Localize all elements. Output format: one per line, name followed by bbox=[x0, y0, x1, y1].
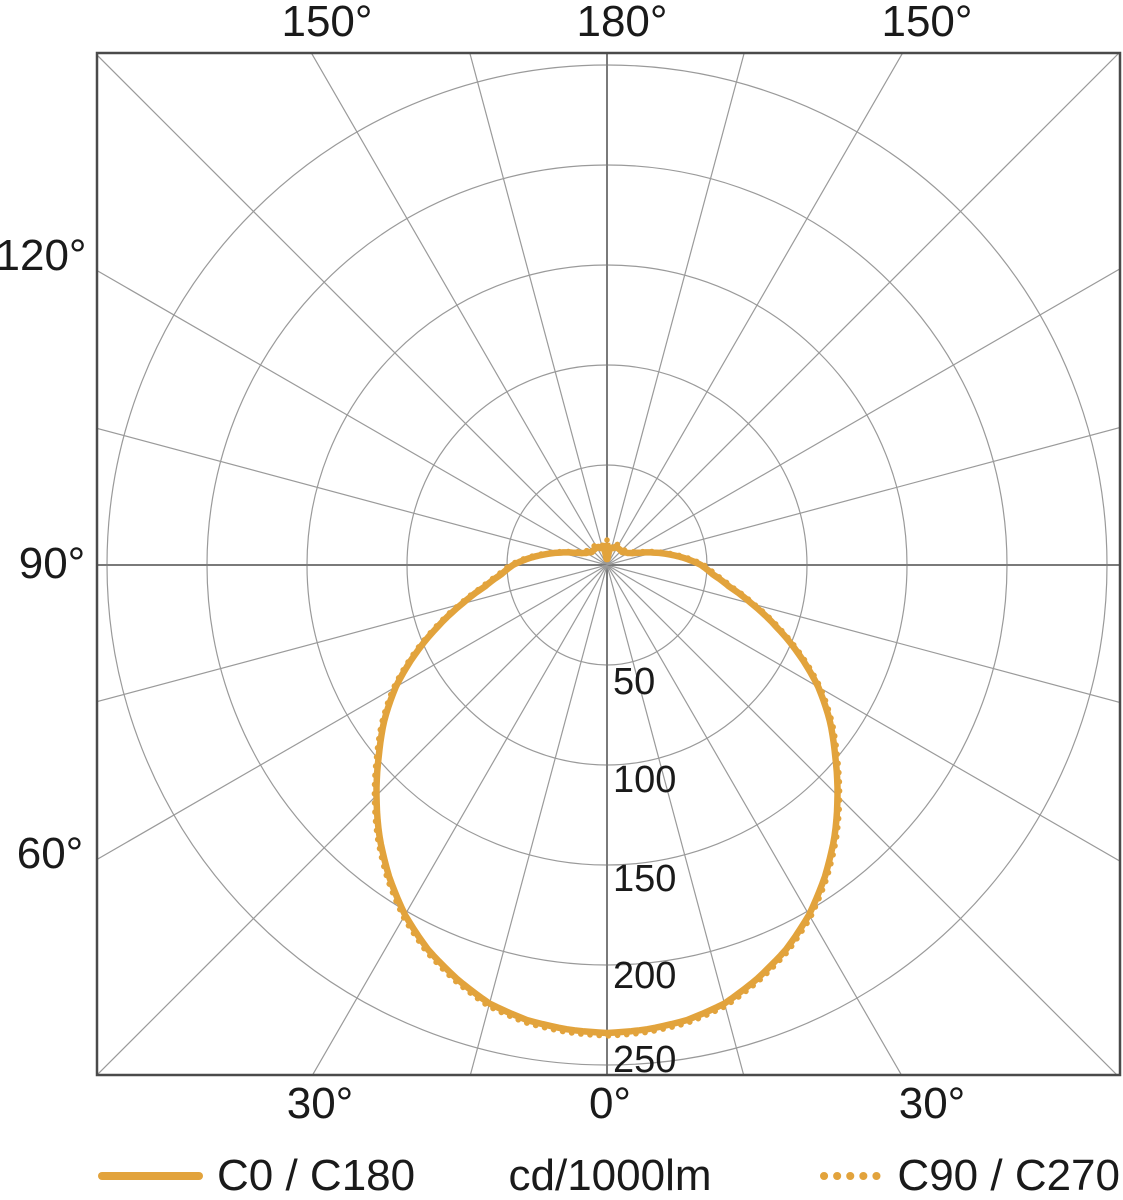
ring-label: 50 bbox=[613, 661, 655, 703]
unit-label: cd/1000lm bbox=[508, 1151, 712, 1200]
legend-marker-solid-line bbox=[98, 1172, 203, 1180]
ring-label: 150 bbox=[613, 858, 676, 900]
angle-label: 30° bbox=[287, 1079, 354, 1128]
angle-label: 120° bbox=[0, 231, 87, 280]
angle-label: 0° bbox=[589, 1079, 631, 1128]
angle-label: 30° bbox=[899, 1079, 966, 1128]
legend-label-c90-c270: C90 / C270 bbox=[897, 1151, 1120, 1200]
ring-label: 100 bbox=[613, 759, 676, 801]
angular-grid-line bbox=[469, 53, 745, 1075]
angle-label: 90° bbox=[19, 539, 86, 588]
legend-marker-dotted-line bbox=[820, 1172, 884, 1180]
ring-label: 250 bbox=[613, 1039, 676, 1081]
c0-c180-curve bbox=[373, 542, 841, 1037]
angle-label: 180° bbox=[576, 0, 667, 46]
legend-item-c90-c270: C90 / C270 bbox=[819, 1152, 1120, 1200]
legend-label-c0-c180: C0 / C180 bbox=[217, 1151, 416, 1200]
angle-label: 150° bbox=[881, 0, 972, 46]
angle-label: 60° bbox=[17, 829, 84, 878]
plot-border bbox=[95, 51, 1122, 1077]
ring-label: 200 bbox=[613, 955, 676, 997]
legend-item-c0-c180: C0 / C180 bbox=[98, 1152, 415, 1200]
angle-label: 150° bbox=[281, 0, 372, 46]
